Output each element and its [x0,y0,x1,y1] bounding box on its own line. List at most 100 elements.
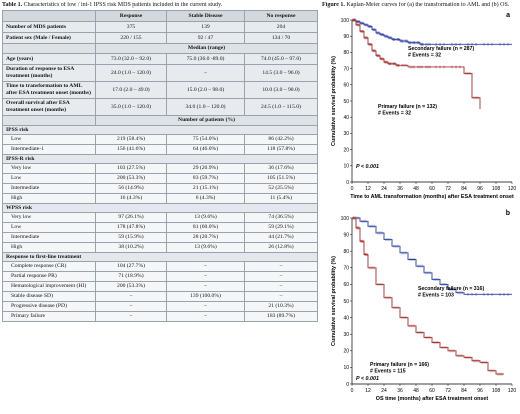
table-row: Overall survival after ESA treatment ons… [2,98,318,116]
response-cell: 219 (58.4%) [95,134,167,145]
x-tick-label: 0 [351,388,354,394]
table-row: Intermediate 56 (14.9%) 21 (15.1%) 52 (25.5… [2,183,318,194]
y-tick-label: 100 [341,18,350,24]
no-response-cell: 10.0 (3.0 – 90.0) [244,81,318,99]
no-response-cell: 44 (21.7%) [244,232,318,243]
table-header-row: Response Stable Disease No response [2,10,318,22]
response-cell: 200 (53.3%) [95,173,167,184]
x-tick-label: 12 [365,388,371,394]
stable-disease-cell: – [166,281,245,292]
table-row: High 38 (10.2%) 13 (9.6%) 26 (12.8%) [2,242,318,253]
no-response-cell: 52 (25.5%) [244,183,318,194]
table-row: Number of MDS patients 375 139 204 [2,21,318,33]
no-response-cell: 14.5 (3.0 – 96.0) [244,64,318,82]
table-row: Very low 97 (26.1%) 13 (9.6%) 74 (36.5%) [2,212,318,223]
response-cell: 24.0 (1.0 – 120.0) [95,64,167,82]
series-label: # Events = 32 [378,111,411,117]
y-tick-label: 50 [343,99,349,105]
no-response-cell: 86 (42.2%) [244,134,318,145]
y-tick-label: 10 [343,164,349,170]
row-label-cell: Primary failure [2,311,96,322]
stable-disease-cell: 81 (60.0%) [166,222,245,233]
row-label-cell: Overall survival after ESA treatment ons… [2,98,96,116]
table-row: Duration of response to ESA treatment (m… [2,64,318,82]
x-tick-label: 0 [351,186,354,192]
stable-disease-cell: 29 (20.9%) [166,163,245,174]
stable-disease-cell: – [166,301,245,312]
response-cell: 73.0 (32.0 – 92.0) [95,53,167,65]
row-label-cell: Intermediate [2,232,96,243]
table-row: Low 219 (58.4%) 75 (54.0%) 86 (42.2%) [2,134,318,145]
response-cell: 200 (53.3%) [95,281,167,292]
x-tick-label: 72 [445,388,451,394]
km-chart-b: b 0 10 20 30 40 50 60 70 80 90 100 0 12 24 36 48 60 72 84 96… [331,210,516,402]
table-category-row: IPSS risk [2,125,318,135]
figure-caption-text: Kaplan-Meier curves for (a) the transfor… [344,2,510,8]
row-label-cell: Intermediate-1 [2,144,96,155]
y-tick-label: 60 [343,83,349,89]
y-tick-label: 80 [343,249,349,255]
table-caption-text: Characteristics of low / int-1 IPSS risk… [22,2,223,8]
row-label-cell: Patient sex (Male / Female) [2,32,96,44]
characteristics-table-block: Table 1. Characteristics of low / int-1 … [2,2,318,322]
response-cell: – [95,301,167,312]
stable-disease-cell: 92 / 47 [166,32,245,44]
table-row: Primary failure – –183 (89.7%) [2,311,318,322]
x-tick-label: 48 [413,388,419,394]
table-row: Low 178 (47.8%) 81 (60.0%) 59 (29.1%) [2,222,318,233]
table-caption-label: Table 1. [2,2,23,8]
y-axis-label: Cumulative survival probability (%) [331,256,337,346]
stable-disease-cell: 75.0 (36.0 -89.0) [166,53,245,65]
no-response-cell: 11 (5.4%) [244,193,318,204]
table-row: Hematological improvement (HI) 200 (53.3%… [2,281,318,292]
category-label-cell: WPSS risk [2,203,318,213]
y-tick-label: 0 [346,180,349,186]
row-label-cell: Stable disease SD) [2,291,96,302]
table-section-band: Number of patients (%) [2,115,318,126]
series-label: # Events = 32 [408,53,441,59]
row-label-cell: Low [2,134,96,145]
stable-disease-cell: 28 (20.7%) [166,232,245,243]
x-tick-label: 60 [429,388,435,394]
row-label-cell: Low [2,222,96,233]
x-tick-label: 72 [445,186,451,192]
panel-letter: a [506,12,510,19]
characteristics-table: Response Stable Disease No response Numb… [2,10,318,322]
row-label-cell: Age (years) [2,53,96,65]
no-response-cell: 59 (29.1%) [244,222,318,233]
band-spacer-cell [2,115,96,126]
no-response-cell: 183 (89.7%) [244,311,318,322]
response-cell: – [95,311,167,322]
no-response-cell: 105 (51.5%) [244,173,318,184]
row-label-cell: Intermediate [2,183,96,194]
stable-disease-cell: 64 (46.0%) [166,144,245,155]
table-caption: Table 1. Characteristics of low / int-1 … [2,2,317,10]
series-label: Secondary failure (n = 316) [418,286,484,292]
row-label-cell: Complete response (CR) [2,261,96,272]
no-response-cell: – [244,261,318,272]
series-label: Primary failure (n = 166) [370,362,429,368]
x-tick-label: 24 [381,186,387,192]
table-row: Stable disease SD) –139 (100.0%) – [2,291,318,302]
y-tick-label: 10 [343,365,349,371]
x-tick-label: 96 [477,388,483,394]
response-cell: 17.0 (2.0 – 49.0) [95,81,167,99]
row-label-cell: Hematological improvement (HI) [2,281,96,292]
no-response-cell: – [244,291,318,302]
no-response-cell: 204 [244,21,318,33]
y-tick-label: 40 [343,315,349,321]
stable-disease-cell: – [166,271,245,282]
figure-caption-label: Figure 1. [322,2,345,8]
header-cell-stable-disease: Stable Disease [166,10,245,22]
category-label-cell: Response to first-line treatment [2,252,318,262]
p-value-label: P < 0.001 [356,376,379,382]
no-response-cell: – [244,271,318,282]
no-response-cell: 118 (57.8%) [244,144,318,155]
km-chart-a: a 0 10 20 30 40 50 60 70 80 90 100 0 12 24 36 48 60 72 84 96… [331,12,516,200]
km-curve-secondary [352,217,512,295]
stable-disease-cell: – [166,311,245,322]
series-label: Primary failure (n = 132) [378,104,437,110]
response-cell: 71 (18.9%) [95,271,167,282]
table-row: Intermediate 59 (15.9%) 28 (20.7%) 44 (21.7… [2,232,318,243]
y-tick-label: 50 [343,299,349,305]
